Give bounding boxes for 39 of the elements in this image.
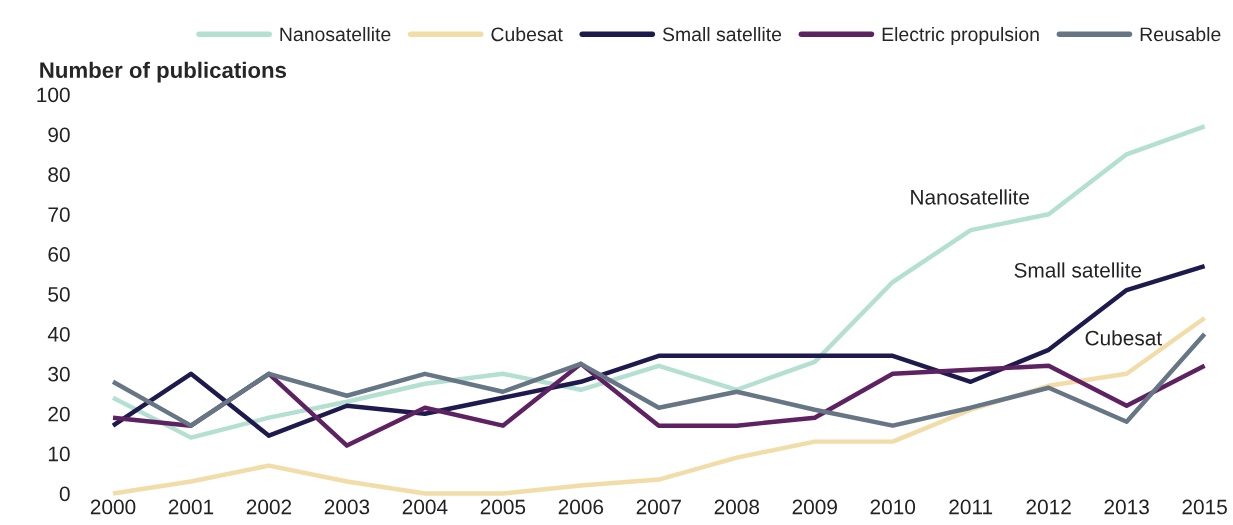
x-tick-label: 2010	[870, 499, 916, 515]
x-tick-label: 2001	[168, 499, 214, 515]
y-tick-label: 60	[48, 247, 70, 262]
x-tick-label: 2009	[792, 499, 837, 515]
x-tick-label: 2004	[402, 499, 448, 515]
legend-label: Small satellite	[662, 26, 782, 42]
y-tick-label: 0	[59, 486, 70, 502]
line-series	[110, 124, 1207, 440]
x-tick-label: 2015	[1182, 499, 1227, 515]
y-tick-label: 20	[48, 406, 70, 422]
y-tick-label: 70	[48, 207, 70, 222]
y-tick-label: 40	[47, 326, 70, 342]
line-series	[110, 331, 1207, 428]
y-tick-label: 50	[48, 287, 70, 302]
x-tick-label: 2007	[636, 499, 681, 515]
legend-label: Nanosatellite	[280, 26, 391, 42]
annotation: Cubesat	[1085, 330, 1162, 346]
x-tick-label: 2005	[480, 499, 526, 515]
annotation: Small satellite	[1014, 262, 1142, 278]
line-series	[110, 315, 1207, 496]
line-series	[110, 263, 1207, 438]
legend-label: Reusable	[1140, 26, 1221, 42]
y-tick-label: 100	[37, 87, 70, 103]
x-tick-label: 2011	[949, 499, 993, 515]
annotation: Nanosatellite	[911, 189, 1029, 205]
y-tick-label: 10	[48, 446, 70, 462]
y-tick-label: 90	[48, 127, 70, 143]
x-tick-label: 2002	[246, 499, 292, 515]
legend-label: Cubesat	[491, 26, 563, 42]
x-tick-label: 2003	[324, 499, 370, 515]
chart-title: Number of publications	[40, 61, 287, 83]
x-tick-label: 2000	[90, 499, 136, 515]
y-tick-label: 30	[48, 366, 70, 382]
legend-label: Electric propulsion	[882, 26, 1039, 46]
y-tick-label: 80	[48, 167, 70, 183]
x-tick-label: 2006	[558, 499, 604, 515]
x-tick-label: 2008	[714, 499, 760, 515]
x-tick-label: 2012	[1026, 499, 1071, 515]
x-tick-label: 2013	[1104, 499, 1149, 515]
